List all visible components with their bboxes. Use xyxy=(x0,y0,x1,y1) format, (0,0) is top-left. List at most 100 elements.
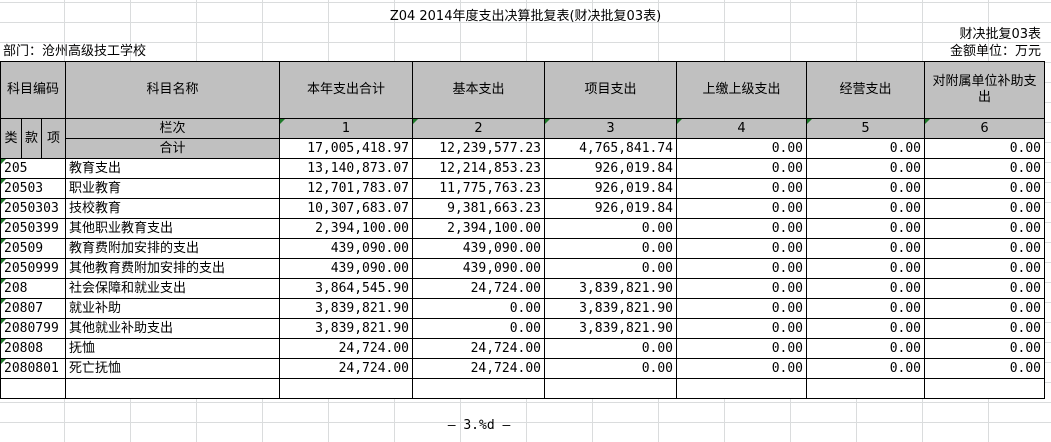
table-row[interactable]: 20503 职业教育 12,701,783.07 11,775,763.23 9… xyxy=(0,178,1046,199)
value-cell[interactable]: 0.00 xyxy=(924,298,1046,319)
value-cell[interactable]: 3,839,821.90 xyxy=(544,278,678,299)
value-cell[interactable]: 0.00 xyxy=(806,198,926,219)
value-cell[interactable]: 2,394,100.00 xyxy=(279,218,414,239)
value-cell[interactable]: 0.00 xyxy=(924,178,1046,199)
value-cell[interactable]: 0.00 xyxy=(806,318,926,339)
value-cell[interactable]: 0.00 xyxy=(676,198,808,219)
header-kuan[interactable]: 款 xyxy=(20,118,43,159)
value-cell[interactable]: 0.00 xyxy=(806,178,926,199)
value-cell[interactable]: 926,019.84 xyxy=(544,158,678,179)
value-cell[interactable]: 10,307,683.07 xyxy=(279,198,414,219)
header-lei[interactable]: 类 xyxy=(0,118,22,159)
subject-name[interactable]: 其他教育费附加安排的支出 xyxy=(65,258,281,279)
empty-cell[interactable] xyxy=(279,378,414,399)
empty-cell[interactable] xyxy=(806,378,926,399)
subject-name[interactable]: 社会保障和就业支出 xyxy=(65,278,281,299)
value-cell[interactable]: 11,775,763.23 xyxy=(412,178,546,199)
table-row[interactable]: 2080799 其他就业补助支出 3,839,821.90 0.00 3,839… xyxy=(0,318,1046,339)
table-row[interactable]: 208 社会保障和就业支出 3,864,545.90 24,724.00 3,8… xyxy=(0,278,1046,299)
value-cell[interactable]: 439,090.00 xyxy=(412,238,546,259)
value-cell[interactable]: 3,839,821.90 xyxy=(279,318,414,339)
value-cell[interactable]: 0.00 xyxy=(806,238,926,259)
col-index-3[interactable]: 3 xyxy=(544,118,678,139)
value-cell[interactable]: 3,839,821.90 xyxy=(279,298,414,319)
value-cell[interactable]: 0.00 xyxy=(806,358,926,379)
subject-name[interactable]: 其他职业教育支出 xyxy=(65,218,281,239)
subject-code[interactable]: 205 xyxy=(0,158,67,179)
table-row[interactable]: 2050399 其他职业教育支出 2,394,100.00 2,394,100.… xyxy=(0,218,1046,239)
value-cell[interactable]: 0.00 xyxy=(544,358,678,379)
value-cell[interactable]: 0.00 xyxy=(676,338,808,359)
value-cell[interactable]: 0.00 xyxy=(806,158,926,179)
value-cell[interactable]: 926,019.84 xyxy=(544,178,678,199)
value-cell[interactable]: 3,864,545.90 xyxy=(279,278,414,299)
value-cell[interactable]: 0.00 xyxy=(806,338,926,359)
value-cell[interactable]: 24,724.00 xyxy=(279,338,414,359)
value-cell[interactable]: 439,090.00 xyxy=(279,238,414,259)
total-cell-1[interactable]: 17,005,418.97 xyxy=(279,138,414,159)
value-cell[interactable]: 0.00 xyxy=(544,218,678,239)
value-cell[interactable]: 24,724.00 xyxy=(412,278,546,299)
value-cell[interactable]: 24,724.00 xyxy=(279,358,414,379)
subject-code[interactable]: 20807 xyxy=(0,298,67,319)
col-index-6[interactable]: 6 xyxy=(924,118,1046,139)
subject-name[interactable]: 其他就业补助支出 xyxy=(65,318,281,339)
table-row[interactable]: 20808 抚恤 24,724.00 24,724.00 0.00 0.00 0… xyxy=(0,338,1046,359)
subject-code[interactable]: 2050999 xyxy=(0,258,67,279)
value-cell[interactable]: 13,140,873.07 xyxy=(279,158,414,179)
table-row[interactable]: 205 教育支出 13,140,873.07 12,214,853.23 926… xyxy=(0,158,1046,179)
header-xiang[interactable]: 项 xyxy=(41,118,67,159)
value-cell[interactable]: 3,839,821.90 xyxy=(544,298,678,319)
value-cell[interactable]: 0.00 xyxy=(924,198,1046,219)
header-total[interactable]: 本年支出合计 xyxy=(279,61,414,119)
col-index-2[interactable]: 2 xyxy=(412,118,546,139)
value-cell[interactable]: 0.00 xyxy=(544,338,678,359)
header-subsidy[interactable]: 对附属单位补助支出 xyxy=(924,61,1046,119)
total-cell-5[interactable]: 0.00 xyxy=(806,138,926,159)
subject-name[interactable]: 死亡抚恤 xyxy=(65,358,281,379)
header-basic[interactable]: 基本支出 xyxy=(412,61,546,119)
value-cell[interactable]: 0.00 xyxy=(924,358,1046,379)
value-cell[interactable]: 0.00 xyxy=(806,258,926,279)
value-cell[interactable]: 0.00 xyxy=(676,178,808,199)
header-project[interactable]: 项目支出 xyxy=(544,61,678,119)
col-index-4[interactable]: 4 xyxy=(676,118,808,139)
value-cell[interactable]: 3,839,821.90 xyxy=(544,318,678,339)
value-cell[interactable]: 24,724.00 xyxy=(412,358,546,379)
value-cell[interactable]: 0.00 xyxy=(412,318,546,339)
value-cell[interactable]: 12,214,853.23 xyxy=(412,158,546,179)
subject-code[interactable]: 20503 xyxy=(0,178,67,199)
total-cell-6[interactable]: 0.00 xyxy=(924,138,1046,159)
subject-name[interactable]: 技校教育 xyxy=(65,198,281,219)
subject-name[interactable]: 教育支出 xyxy=(65,158,281,179)
total-cell-2[interactable]: 12,239,577.23 xyxy=(412,138,546,159)
table-row[interactable]: 2050999 其他教育费附加安排的支出 439,090.00 439,090.… xyxy=(0,258,1046,279)
empty-row[interactable] xyxy=(0,378,1046,399)
value-cell[interactable]: 9,381,663.23 xyxy=(412,198,546,219)
value-cell[interactable]: 0.00 xyxy=(806,218,926,239)
value-cell[interactable]: 0.00 xyxy=(924,238,1046,259)
total-cell-4[interactable]: 0.00 xyxy=(676,138,808,159)
subject-name[interactable]: 职业教育 xyxy=(65,178,281,199)
value-cell[interactable]: 0.00 xyxy=(412,298,546,319)
subject-code[interactable]: 20808 xyxy=(0,338,67,359)
value-cell[interactable]: 439,090.00 xyxy=(279,258,414,279)
value-cell[interactable]: 12,701,783.07 xyxy=(279,178,414,199)
empty-cell[interactable] xyxy=(65,378,281,399)
value-cell[interactable]: 0.00 xyxy=(676,278,808,299)
value-cell[interactable]: 0.00 xyxy=(806,278,926,299)
value-cell[interactable]: 0.00 xyxy=(676,218,808,239)
header-code[interactable]: 科目编码 xyxy=(0,61,67,119)
subject-code[interactable]: 2050399 xyxy=(0,218,67,239)
value-cell[interactable]: 0.00 xyxy=(676,238,808,259)
subject-code[interactable]: 2080801 xyxy=(0,358,67,379)
value-cell[interactable]: 2,394,100.00 xyxy=(412,218,546,239)
empty-cell[interactable] xyxy=(0,378,67,399)
value-cell[interactable]: 0.00 xyxy=(924,218,1046,239)
subject-code[interactable]: 2050303 xyxy=(0,198,67,219)
col-index-5[interactable]: 5 xyxy=(806,118,926,139)
header-upper[interactable]: 上缴上级支出 xyxy=(676,61,808,119)
value-cell[interactable]: 439,090.00 xyxy=(412,258,546,279)
empty-cell[interactable] xyxy=(676,378,808,399)
value-cell[interactable]: 24,724.00 xyxy=(412,338,546,359)
